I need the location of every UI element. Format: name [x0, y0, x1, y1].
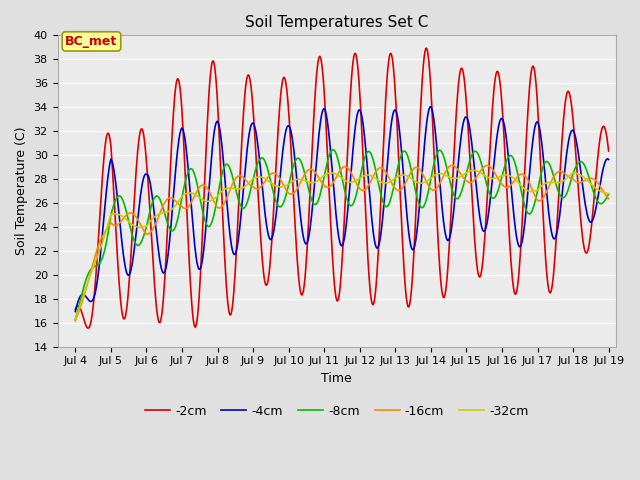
-2cm: [605, 148, 612, 154]
-2cm: [557, 149, 565, 155]
-8cm: [387, 198, 394, 204]
-32cm: [469, 168, 477, 173]
-4cm: [211, 123, 219, 129]
Line: -16cm: -16cm: [76, 165, 609, 321]
-16cm: [72, 318, 79, 324]
Line: -4cm: -4cm: [76, 107, 609, 312]
-2cm: [440, 295, 447, 300]
-16cm: [605, 196, 612, 202]
-32cm: [385, 179, 393, 185]
-16cm: [449, 162, 456, 168]
Y-axis label: Soil Temperature (C): Soil Temperature (C): [15, 127, 28, 255]
-32cm: [557, 179, 564, 185]
-8cm: [189, 167, 196, 172]
-8cm: [335, 158, 342, 164]
-16cm: [438, 176, 446, 182]
-16cm: [385, 176, 393, 181]
-16cm: [211, 201, 219, 207]
-8cm: [72, 317, 79, 323]
Title: Soil Temperatures Set C: Soil Temperatures Set C: [245, 15, 428, 30]
Legend: -2cm, -4cm, -8cm, -16cm, -32cm: -2cm, -4cm, -8cm, -16cm, -32cm: [140, 400, 533, 423]
-2cm: [189, 315, 197, 321]
-32cm: [189, 191, 196, 196]
-4cm: [605, 156, 612, 162]
-2cm: [387, 51, 394, 57]
-16cm: [189, 198, 196, 204]
Line: -32cm: -32cm: [76, 170, 609, 320]
-4cm: [427, 104, 435, 109]
-8cm: [439, 151, 447, 157]
-4cm: [557, 205, 564, 211]
-8cm: [557, 193, 564, 199]
X-axis label: Time: Time: [321, 372, 352, 385]
-32cm: [605, 191, 612, 196]
-2cm: [72, 307, 79, 312]
-2cm: [212, 77, 220, 83]
-8cm: [329, 147, 337, 153]
-4cm: [189, 217, 196, 223]
-4cm: [72, 309, 79, 314]
-32cm: [333, 172, 341, 178]
Line: -8cm: -8cm: [76, 150, 609, 320]
-4cm: [333, 226, 341, 231]
-32cm: [72, 317, 79, 323]
-4cm: [385, 138, 393, 144]
Text: BC_met: BC_met: [65, 35, 118, 48]
-32cm: [211, 195, 219, 201]
-8cm: [211, 205, 219, 211]
-8cm: [605, 191, 612, 197]
-16cm: [557, 168, 564, 174]
Line: -2cm: -2cm: [76, 48, 609, 328]
-2cm: [422, 45, 430, 51]
-2cm: [335, 297, 342, 302]
-4cm: [439, 211, 447, 217]
-32cm: [438, 171, 446, 177]
-2cm: [84, 325, 92, 331]
-16cm: [333, 172, 341, 178]
